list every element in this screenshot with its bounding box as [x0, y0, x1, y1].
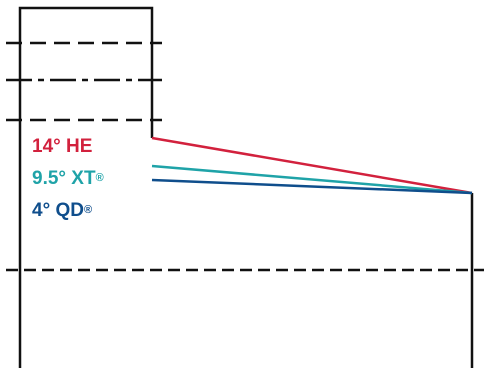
xt-taper-line: [151, 164, 473, 195]
label-14-deg-he: 14° HE: [32, 136, 92, 158]
label-qd-text: 4° QD: [32, 200, 84, 221]
label-qd-registered-mark: ®: [83, 204, 93, 216]
step-outline: [18, 6, 154, 368]
label-4-deg-qd: 4° QD®: [32, 200, 92, 222]
he-taper-line: [151, 136, 473, 195]
label-9-5-deg-xt: 9.5° XT®: [32, 168, 104, 190]
label-he-text: 14° HE: [32, 136, 93, 157]
qd-taper-line: [151, 178, 473, 195]
label-xt-text: 9.5° XT: [32, 168, 96, 189]
label-xt-registered-mark: ®: [95, 172, 104, 184]
